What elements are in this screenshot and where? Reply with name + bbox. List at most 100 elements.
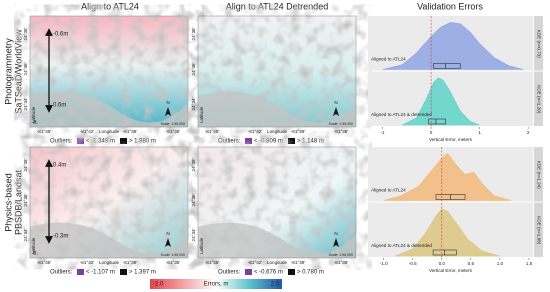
lat-tick-label: 24°34' — [191, 97, 196, 110]
outlier-high-swatch — [288, 138, 295, 144]
lat-tick-label: 24°38' — [191, 27, 196, 40]
x-tick-label: 1.5 — [526, 261, 533, 266]
kde-curve — [395, 208, 500, 257]
lat-tick-label: 24°36' — [191, 193, 196, 206]
colorbar-tick-label: -2.0 — [153, 282, 164, 288]
x-tick-label: 0.5 — [468, 261, 475, 266]
outlier-low-swatch — [77, 138, 84, 144]
lat-tick-label: 24°36' — [23, 193, 28, 206]
lat-title: Latitude — [31, 237, 36, 254]
strip-label: KDE (n=1.20) — [536, 85, 541, 113]
outlier-high: > 1.980 m — [129, 139, 156, 145]
north-label: N — [334, 231, 337, 236]
lat-tick-label: 24°36' — [23, 62, 28, 75]
box — [433, 63, 461, 69]
outlier-low-swatch — [245, 138, 252, 144]
row-label: SaTSeaD/WorldView — [13, 29, 23, 114]
map-land — [30, 91, 188, 127]
lon-title: Longitude — [267, 260, 288, 265]
lon-tick-label: -81°39' — [123, 260, 138, 265]
lon-tick-label: -81°45' — [37, 129, 52, 134]
map-scale: Scale: 1:96,000 — [161, 122, 185, 126]
lon-tick-label: -81°36' — [166, 260, 181, 265]
lon-tick-label: -81°39' — [123, 129, 138, 134]
map-land — [30, 222, 188, 258]
column-title: Align to ATL24 Detrended — [226, 1, 328, 11]
series-label: Aligned to ATL24 & detrended — [371, 112, 432, 117]
lat-tick-label: 24°34' — [23, 97, 28, 110]
x-tick-label: -1 — [381, 130, 386, 135]
north-arrow — [165, 238, 171, 247]
series-label: Aligned to ATL24 — [371, 57, 406, 62]
strip-header — [534, 71, 543, 126]
x-tick-label: 0.0 — [439, 261, 446, 266]
lat-tick-label: 24°38' — [23, 27, 28, 40]
outlier-low-swatch — [77, 269, 84, 275]
x-tick-label: 0 — [430, 130, 433, 135]
map-scale: Scale: 1:96,000 — [161, 253, 185, 257]
lon-tick-label: -81°42' — [80, 260, 95, 265]
lon-tick-label: -81°39' — [291, 129, 306, 134]
strip-header — [534, 147, 543, 202]
lon-tick-label: -81°42' — [248, 260, 263, 265]
colorbar-title: Errors, m — [204, 282, 229, 288]
north-label: N — [166, 231, 169, 236]
outlier-low: < -0.809 m — [254, 139, 283, 145]
kde-curve — [401, 77, 480, 126]
lat-title: Latitude — [199, 237, 204, 254]
map-frame — [29, 15, 189, 128]
outlier-low: < -1.349 m — [86, 139, 115, 145]
outliers-label: Outliers: — [218, 139, 241, 145]
map-scale: Scale: 1:96,000 — [329, 253, 353, 257]
strip-label: KDE (n=1.68) — [536, 216, 541, 244]
arrow-top-note: -0.6m — [53, 32, 68, 38]
outlier-high: > 1.397 m — [129, 270, 156, 276]
outlier-high: > 1.148 m — [297, 139, 324, 145]
lon-tick-label: -81°45' — [37, 260, 52, 265]
strip-header — [534, 202, 543, 257]
x-tick-label: 1.0 — [497, 261, 504, 266]
x-axis-title: Vertical Error, meters — [429, 137, 473, 142]
map-scale: Scale: 1:96,000 — [329, 122, 353, 126]
outlier-high-swatch — [288, 269, 295, 275]
outlier-high: > 0.780 m — [297, 270, 324, 276]
panel-letter: a. — [33, 120, 38, 126]
outlier-high-swatch — [120, 269, 127, 275]
lat-tick-label: 24°38' — [191, 158, 196, 171]
lon-tick-label: -81°36' — [166, 129, 181, 134]
kde-curve — [383, 152, 512, 201]
lon-tick-label: -81°42' — [80, 129, 95, 134]
outlier-high-swatch — [120, 138, 127, 144]
lon-tick-label: -81°36' — [334, 129, 349, 134]
column-title: Validation Errors — [417, 1, 483, 11]
x-axis-title: Vertical Error, meters — [429, 268, 473, 273]
lon-tick-label: -81°39' — [291, 260, 306, 265]
lon-title: Longitude — [99, 260, 120, 265]
north-label: N — [334, 100, 337, 105]
outliers-label: Outliers: — [50, 139, 73, 145]
outlier-low: < -1.107 m — [86, 270, 115, 276]
lon-tick-label: -81°36' — [334, 260, 349, 265]
row-label: Photogrammetry — [3, 38, 13, 105]
lon-tick-label: -81°45' — [205, 260, 220, 265]
north-label: N — [166, 100, 169, 105]
outliers-label: Outliers: — [50, 270, 73, 276]
north-arrow — [333, 107, 339, 116]
column-title: Align to ATL24 — [81, 1, 139, 11]
series-label: Aligned to ATL24 — [371, 188, 406, 193]
kde-curve — [382, 22, 524, 70]
map-frame — [29, 146, 189, 259]
north-arrow — [165, 107, 171, 116]
x-tick-label: 2 — [527, 130, 530, 135]
x-tick-label: 1 — [478, 130, 481, 135]
north-arrow — [333, 238, 339, 247]
series-label: Aligned to ATL24 & detrended — [371, 243, 432, 248]
row-label: Physics-based — [3, 173, 13, 232]
map-land — [198, 91, 356, 127]
lat-title: Latitude — [31, 106, 36, 123]
lon-title: Longitude — [267, 129, 288, 134]
lon-tick-label: -81°45' — [205, 129, 220, 134]
colorbar — [150, 279, 282, 289]
